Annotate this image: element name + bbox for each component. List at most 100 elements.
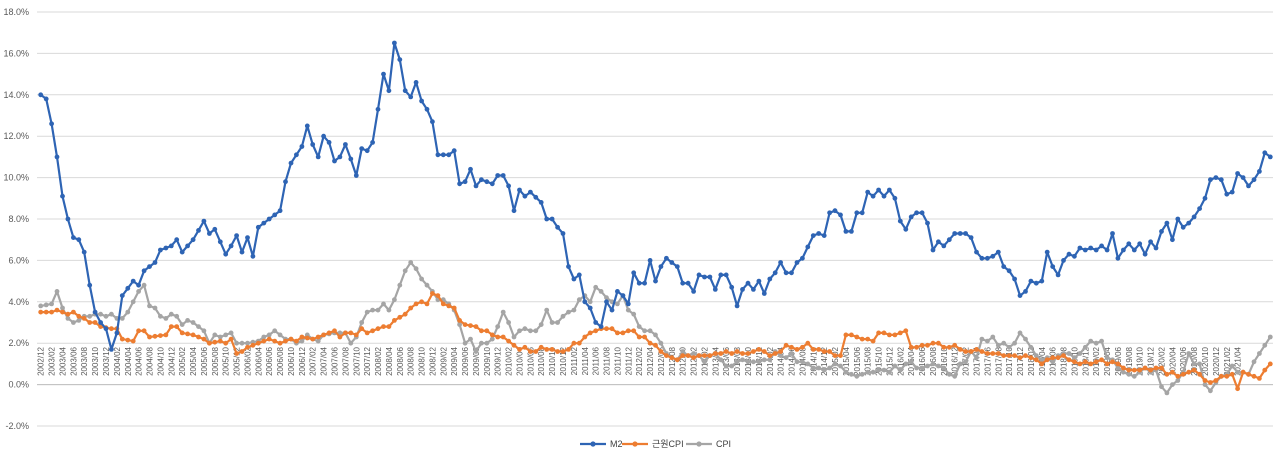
data-point bbox=[71, 235, 76, 241]
data-point bbox=[914, 365, 919, 371]
data-point bbox=[674, 264, 680, 269]
data-point bbox=[152, 260, 158, 265]
data-point bbox=[141, 268, 147, 274]
data-point bbox=[152, 305, 158, 311]
data-point bbox=[87, 320, 93, 325]
y-tick-label: 14.0% bbox=[3, 90, 29, 100]
data-point bbox=[234, 340, 240, 346]
data-point bbox=[789, 270, 794, 276]
data-point bbox=[1012, 353, 1017, 358]
data-point bbox=[185, 318, 191, 323]
data-point bbox=[386, 307, 392, 313]
data-point bbox=[832, 361, 838, 367]
data-point bbox=[468, 166, 473, 172]
data-point bbox=[60, 193, 65, 199]
data-point bbox=[1262, 342, 1268, 348]
data-point bbox=[620, 330, 626, 336]
data-point bbox=[397, 57, 403, 62]
data-point bbox=[653, 332, 658, 338]
data-point bbox=[838, 363, 843, 369]
x-tick-label: 2003/08 bbox=[80, 346, 89, 375]
data-point bbox=[587, 305, 593, 311]
data-point bbox=[419, 299, 424, 305]
data-point bbox=[1191, 214, 1197, 220]
data-point bbox=[495, 324, 501, 329]
data-point bbox=[60, 309, 65, 315]
data-point bbox=[892, 195, 898, 201]
data-point bbox=[457, 322, 462, 327]
data-point bbox=[451, 148, 457, 154]
data-point bbox=[1218, 373, 1224, 379]
data-point bbox=[217, 239, 223, 245]
data-point bbox=[887, 187, 892, 193]
data-point bbox=[903, 361, 909, 367]
data-point bbox=[495, 173, 501, 178]
data-point bbox=[348, 340, 354, 346]
data-point bbox=[1115, 361, 1121, 367]
x-tick-label: 2008/04 bbox=[385, 346, 394, 375]
data-point bbox=[669, 260, 675, 265]
legend-swatch-marker bbox=[632, 441, 638, 447]
data-point bbox=[952, 231, 958, 236]
data-point bbox=[43, 302, 49, 308]
data-point bbox=[1240, 369, 1246, 375]
data-point bbox=[212, 332, 218, 338]
x-tick-label: 2011/12 bbox=[624, 346, 633, 375]
x-tick-label: 2005/10 bbox=[222, 346, 231, 375]
data-point bbox=[1055, 355, 1061, 361]
data-point bbox=[593, 328, 599, 334]
data-point bbox=[98, 311, 103, 317]
data-point bbox=[1148, 367, 1153, 373]
x-tick-label: 2012/08 bbox=[668, 346, 677, 375]
data-point bbox=[283, 179, 288, 185]
data-point bbox=[158, 333, 163, 338]
data-point bbox=[865, 336, 871, 342]
data-point bbox=[1240, 175, 1246, 181]
data-point bbox=[995, 351, 1001, 356]
data-point bbox=[1131, 247, 1137, 253]
data-point bbox=[1006, 268, 1012, 274]
data-point bbox=[925, 220, 930, 226]
x-tick-label: 2014/12 bbox=[820, 346, 829, 375]
y-tick-label: 4.0% bbox=[8, 297, 29, 307]
x-tick-label: 2012/12 bbox=[690, 346, 699, 375]
legend-item: M2 bbox=[580, 439, 623, 449]
data-point bbox=[843, 369, 849, 375]
data-point bbox=[1050, 355, 1056, 361]
data-point bbox=[430, 291, 435, 296]
data-point bbox=[647, 340, 653, 346]
data-point bbox=[702, 359, 707, 365]
data-point bbox=[957, 347, 963, 352]
x-tick-label: 2016/12 bbox=[951, 346, 960, 375]
data-point bbox=[49, 309, 54, 315]
data-point bbox=[625, 301, 631, 307]
data-point bbox=[680, 349, 686, 354]
data-point bbox=[397, 314, 403, 320]
data-point bbox=[653, 278, 658, 284]
data-point bbox=[919, 210, 925, 216]
data-point bbox=[125, 285, 131, 291]
data-point bbox=[718, 357, 724, 363]
data-point bbox=[952, 342, 958, 348]
data-point bbox=[528, 189, 533, 195]
data-point bbox=[424, 282, 430, 288]
x-tick-label: 2013/06 bbox=[722, 346, 731, 375]
data-point bbox=[1072, 253, 1077, 259]
data-point bbox=[936, 340, 941, 346]
data-point bbox=[1001, 340, 1007, 346]
data-point bbox=[897, 330, 903, 336]
data-point bbox=[560, 349, 566, 354]
data-point bbox=[767, 357, 773, 363]
y-tick-label: 0.0% bbox=[8, 380, 29, 390]
data-point bbox=[1028, 355, 1034, 361]
data-point bbox=[462, 179, 468, 185]
x-tick-label: 2003/02 bbox=[48, 346, 57, 375]
data-point bbox=[136, 282, 142, 288]
data-point bbox=[1061, 258, 1066, 263]
data-point bbox=[332, 328, 337, 334]
data-point bbox=[897, 367, 903, 373]
data-point bbox=[832, 208, 838, 214]
x-tick-label: 2010/06 bbox=[526, 346, 535, 375]
data-point bbox=[239, 340, 245, 346]
data-point bbox=[283, 338, 288, 344]
